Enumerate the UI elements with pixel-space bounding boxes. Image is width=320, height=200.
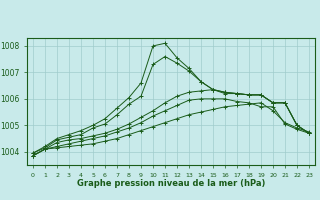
X-axis label: Graphe pression niveau de la mer (hPa): Graphe pression niveau de la mer (hPa) — [77, 179, 265, 188]
